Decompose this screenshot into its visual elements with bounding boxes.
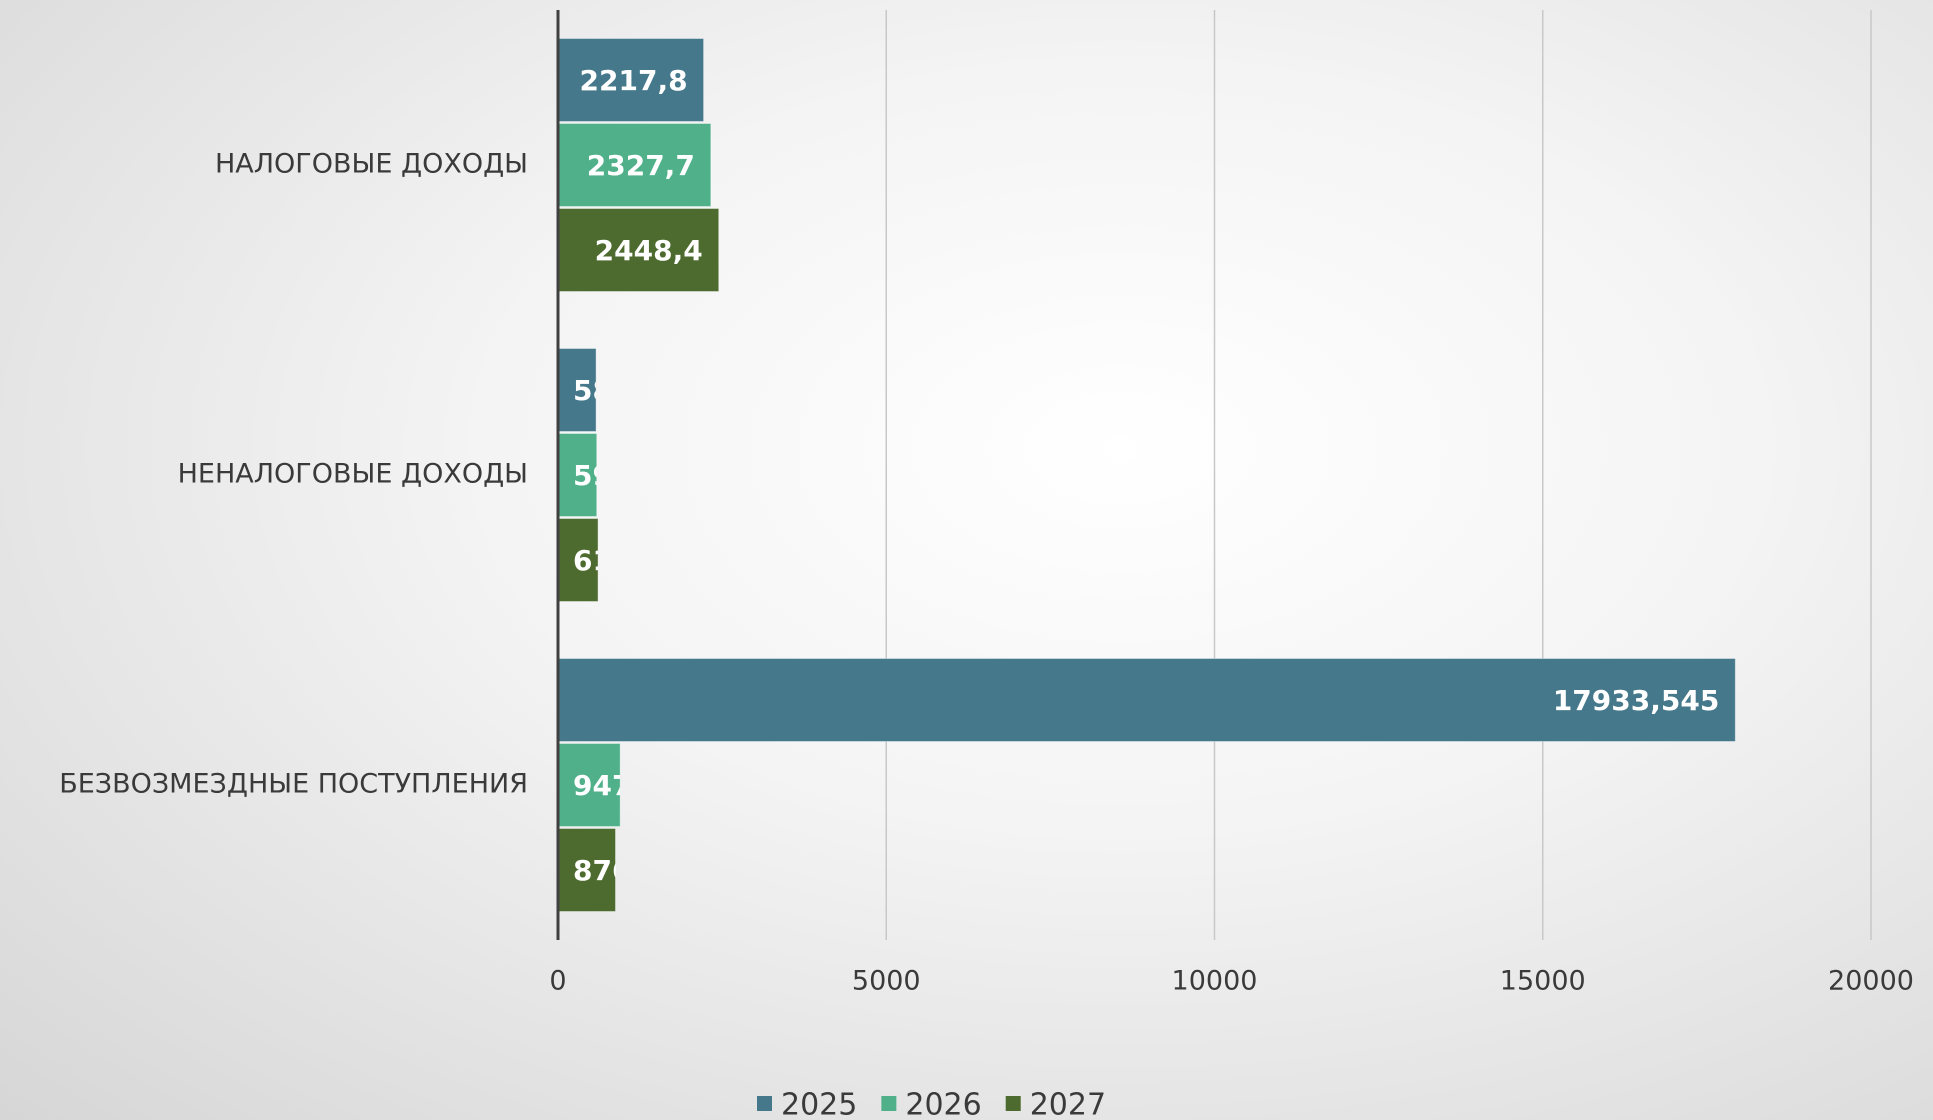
value-label: 17933,545 — [1553, 684, 1720, 717]
legend-swatch — [757, 1096, 772, 1111]
bar — [557, 38, 705, 122]
value-label: 876 — [573, 854, 631, 887]
category-label: НАЛОГОВЫЕ ДОХОДЫ — [215, 149, 528, 180]
category-label: БЕЗВОЗМЕЗДНЫЕ ПОСТУПЛЕНИЯ — [59, 769, 528, 800]
legend-label: 2025 — [781, 1088, 857, 1120]
x-tick-label: 20000 — [1828, 966, 1914, 997]
value-label: 590 — [573, 459, 631, 492]
value-label: 2327,7 — [587, 149, 695, 182]
bar — [557, 743, 621, 827]
bar — [557, 208, 720, 292]
legend-label: 2026 — [905, 1088, 981, 1120]
x-tick-label: 5000 — [852, 966, 921, 997]
value-label: 610 — [573, 544, 631, 577]
value-label: 2217,8 — [580, 64, 688, 97]
legend-label: 2027 — [1030, 1088, 1106, 1120]
value-label: 947 — [573, 769, 631, 802]
bar — [557, 658, 1736, 742]
x-tick-label: 10000 — [1172, 966, 1258, 997]
value-label: 580 — [573, 374, 631, 407]
bar — [557, 123, 712, 207]
legend-swatch — [881, 1096, 897, 1111]
bar — [557, 828, 617, 912]
x-tick-label: 15000 — [1500, 966, 1586, 997]
category-label: НЕНАЛОГОВЫЕ ДОХОДЫ — [178, 459, 528, 490]
value-label: 2448,4 — [595, 234, 703, 267]
x-tick-label: 0 — [549, 966, 566, 997]
legend-swatch — [1005, 1096, 1021, 1111]
